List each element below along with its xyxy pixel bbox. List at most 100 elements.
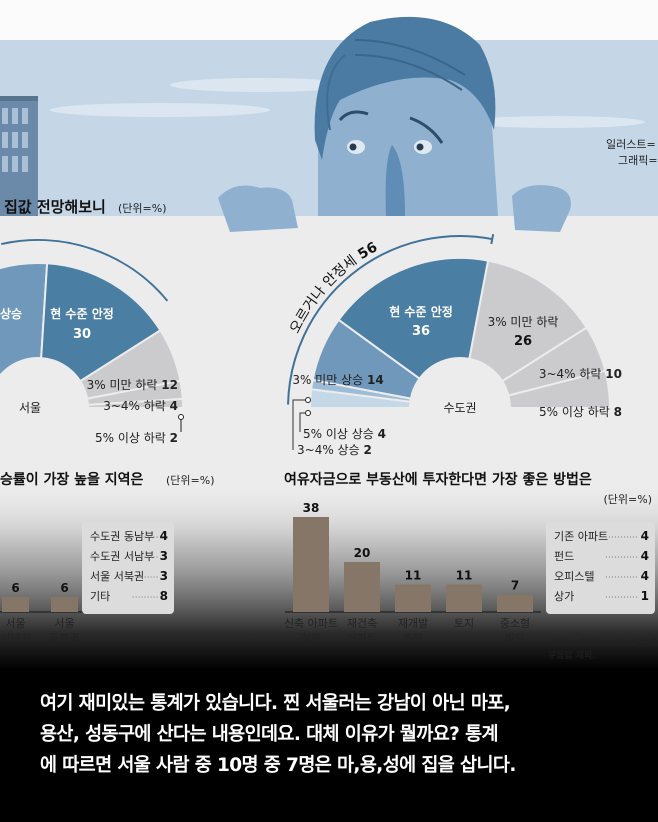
svg-text:3~4% 하락 10: 3~4% 하락 10	[539, 367, 622, 381]
caption-line: 용산, 성동구에 산다는 내용인데요. 대체 이유가 뭘까요? 통계	[40, 724, 499, 745]
slice-label: 3~4% 하락	[539, 367, 602, 381]
bar-value: 7	[511, 579, 519, 593]
chart-title: 여유자금으로 부동산에 투자한다면 가장 좋은 방법은	[284, 471, 592, 488]
slice-value: 36	[412, 324, 430, 339]
legend-label: 상가	[554, 590, 574, 603]
legend-label: 오피스텔	[554, 570, 594, 583]
footnote: 무응답 제외.	[548, 649, 595, 661]
graphics-credit: 그래픽=	[618, 154, 658, 167]
slice-label: 3~4% 하락	[103, 399, 166, 413]
pie-slice	[40, 262, 162, 383]
slice-value: 10	[605, 367, 622, 381]
illustrator-credit: 일러스트=	[606, 137, 656, 151]
legend-label: 펀드	[554, 550, 574, 563]
pie-slice	[468, 259, 589, 383]
leader-marker	[305, 397, 311, 403]
slice-label: 3% 미만 하락	[87, 378, 158, 392]
seoul-semicircle-chart	[0, 239, 185, 409]
bar	[446, 584, 482, 612]
svg-text:5% 이상 하락 2: 5% 이상 하락 2	[95, 431, 178, 445]
bracket-arc	[0, 239, 169, 302]
slice-value: 2	[170, 431, 178, 445]
bar-category-label: 서울	[5, 617, 25, 630]
bar-category-label: 토지	[454, 617, 474, 630]
slice-label: 5% 이상 하락	[539, 405, 610, 419]
svg-text:3~4% 상승 2: 3~4% 상승 2	[297, 443, 372, 457]
center-label: 서울	[19, 401, 41, 415]
bar-value: 11	[405, 569, 422, 583]
bar	[2, 597, 29, 612]
bar-category-label: 주택	[403, 632, 423, 645]
bar-category-label: 신축 아파트	[284, 617, 338, 630]
building-illustration	[0, 96, 38, 216]
chart-title: 승률이 가장 높을 지역은	[0, 471, 144, 488]
cloud	[465, 116, 645, 128]
others-legend-box: 수도권 동남부 4 수도권 서남부 3 서울 서북권 3 기타 8	[82, 522, 174, 614]
legend-value: 4	[641, 549, 649, 563]
legend-value: 4	[641, 529, 649, 543]
bar	[395, 584, 431, 612]
bracket-tick	[490, 233, 495, 245]
peeking-man-illustration	[218, 16, 571, 232]
legend-value: 3	[160, 569, 168, 583]
bar-category-label: 서울	[54, 617, 74, 630]
cloud	[170, 78, 350, 92]
legend-value: 8	[160, 589, 168, 603]
bar-value: 6	[11, 581, 19, 595]
slice-value: 4	[170, 399, 178, 413]
slice-value: 8	[614, 405, 622, 419]
slice-value: 4	[378, 427, 386, 441]
chart-title: 집값 전망해보니	[4, 198, 106, 216]
slice-label: 5% 이상 상승	[303, 427, 374, 441]
slice-label: 상승	[0, 306, 22, 321]
bar-value: 20	[354, 546, 371, 560]
legend-value: 4	[641, 569, 649, 583]
bar	[293, 517, 329, 612]
bar-value: 11	[456, 569, 473, 583]
legend-label: 기타	[90, 590, 110, 603]
slice-value: 26	[514, 334, 532, 349]
chart-unit: (단위=%)	[166, 474, 215, 487]
bar	[51, 597, 78, 612]
legend-label: 서울 서북권	[90, 570, 144, 583]
slice-label: 3~4% 상승	[297, 443, 360, 457]
pie-slice	[337, 257, 490, 381]
pie-slice	[86, 397, 185, 409]
bar-category-label: 아파트	[347, 632, 377, 645]
legend-value: 1	[641, 589, 649, 603]
bar-category-label: 동북권	[49, 632, 79, 645]
legend-label: 수도권 서남부	[90, 550, 154, 563]
slice-value: 14	[367, 373, 384, 387]
caption-background	[0, 668, 658, 822]
bar-category-label: 서남권	[0, 632, 30, 645]
chart-unit: (단위=%)	[604, 493, 653, 506]
legend-label: 수도권 동남부	[90, 530, 154, 543]
svg-text:5% 이상 상승 4: 5% 이상 상승 4	[303, 427, 386, 441]
capital-semicircle-chart	[287, 233, 612, 409]
leader-marker	[305, 410, 311, 416]
pie-slice	[507, 369, 612, 409]
legend-label: 기존 아파트	[554, 530, 608, 543]
chart-unit: (단위=%)	[118, 202, 167, 215]
bar-category-label: 청약	[301, 631, 321, 645]
bar-category-label: 재건축	[347, 617, 377, 630]
slice-label: 3% 미만 하락	[488, 315, 559, 329]
slice-label: 5% 이상 하락	[95, 431, 166, 445]
caption-line: 에 따르면 서울 사람 중 10명 중 7명은 마,용,성에 집을 삽니다.	[40, 755, 516, 776]
legend-value: 3	[160, 549, 168, 563]
legend-value: 4	[160, 529, 168, 543]
bar-category-label: 재개발	[398, 617, 428, 630]
svg-text:3% 미만 상승 14: 3% 미만 상승 14	[292, 373, 383, 387]
center-label: 수도권	[443, 401, 476, 415]
bar-value: 38	[303, 501, 320, 515]
caption-line: 여기 재미있는 통계가 있습니다. 찐 서울러는 강남이 아닌 마포,	[40, 693, 511, 714]
leader-marker	[178, 414, 184, 420]
footnote: *부동산 전문가 50인 설문 조	[548, 637, 658, 648]
svg-text:3~4% 하락 4: 3~4% 하락 4	[103, 399, 178, 413]
slice-value: 12	[161, 378, 178, 392]
slice-label: 3% 미만 상승	[292, 373, 363, 387]
bar	[497, 594, 533, 612]
slice-value: 2	[363, 443, 371, 457]
